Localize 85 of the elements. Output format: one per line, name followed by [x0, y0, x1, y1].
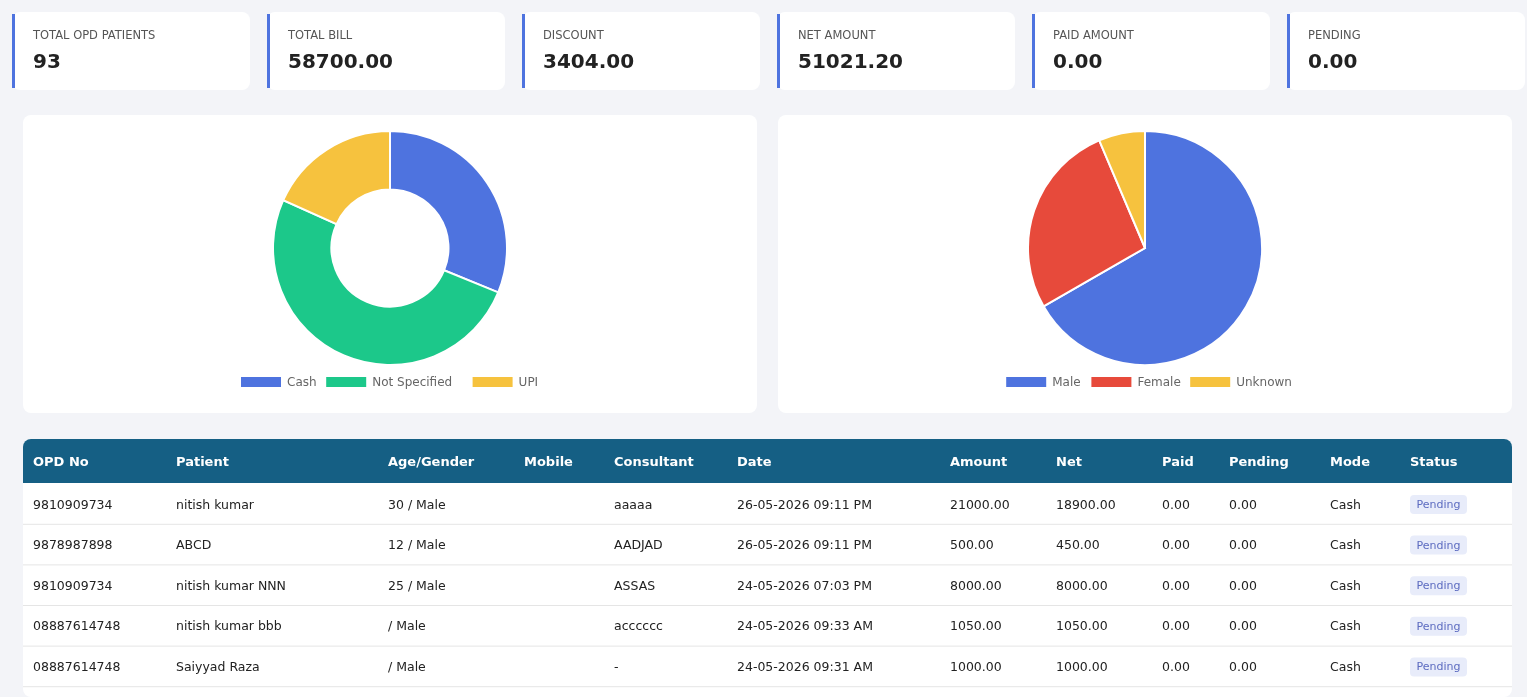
- legend-label: Male: [1052, 375, 1081, 389]
- category-label: Amount: [950, 454, 1008, 469]
- text: 0.00: [1162, 537, 1190, 553]
- legend-label: Not Specified: [372, 375, 453, 389]
- text: 3404.00: [543, 49, 635, 73]
- text: 1050.00: [1056, 618, 1108, 634]
- text: nitish kumar bbb: [176, 618, 282, 634]
- category-label: Date: [737, 454, 772, 469]
- category-label: Patient: [176, 454, 229, 469]
- text: Saiyyad Raza: [176, 658, 260, 674]
- text: 0.00: [1308, 49, 1358, 73]
- text: Pending: [1416, 660, 1461, 674]
- text: 08887614748: [33, 658, 121, 674]
- text: 0.00: [1229, 537, 1257, 553]
- text: 24-05-2026 07:03 PM: [737, 577, 872, 593]
- text: Cash: [1330, 618, 1361, 634]
- text: Cash: [1330, 577, 1361, 593]
- text: Cash: [1330, 496, 1361, 512]
- text: Pending: [1416, 579, 1461, 593]
- text: 26-05-2026 09:11 PM: [737, 496, 872, 512]
- text: 93: [33, 49, 61, 73]
- text: 500.00: [950, 537, 994, 553]
- text: Cash: [1330, 537, 1361, 553]
- category-label: NET AMOUNT: [798, 28, 877, 42]
- legend-label: Unknown: [1236, 375, 1292, 389]
- text: 24-05-2026 09:31 AM: [737, 658, 873, 674]
- text: ASSAS: [614, 577, 656, 593]
- text: / Male: [388, 658, 426, 674]
- text: Pending: [1416, 538, 1461, 552]
- category-label: Paid: [1162, 454, 1194, 469]
- legend-label: Cash: [287, 375, 317, 389]
- text: 0.00: [1229, 577, 1257, 593]
- text: 0.00: [1162, 658, 1190, 674]
- category-label: Net: [1056, 454, 1082, 469]
- text: nitish kumar NNN: [176, 577, 286, 593]
- text: 0.00: [1162, 618, 1190, 634]
- category-label: DISCOUNT: [543, 28, 605, 42]
- legend-label: UPI: [518, 375, 539, 389]
- text: aaaaa: [614, 496, 653, 512]
- text: 0.00: [1229, 658, 1257, 674]
- text: Pending: [1416, 498, 1461, 511]
- text: 1050.00: [950, 618, 1002, 634]
- text: Pending: [1416, 619, 1461, 633]
- text: 30 / Male: [388, 496, 446, 512]
- text: 12 / Male: [388, 537, 446, 553]
- text: ABCD: [176, 537, 212, 553]
- text: 9878987898: [33, 537, 113, 553]
- category-label: PAID AMOUNT: [1053, 28, 1135, 42]
- text: 0.00: [1229, 496, 1257, 512]
- text: 0.00: [1229, 618, 1257, 634]
- text: nitish kumar: [176, 496, 254, 512]
- text: 8000.00: [950, 577, 1002, 593]
- text: 8000.00: [1056, 577, 1108, 593]
- text: 1000.00: [950, 658, 1002, 674]
- category-label: TOTAL BILL: [287, 28, 353, 42]
- text: 25 / Male: [388, 577, 446, 593]
- text: -: [614, 658, 619, 674]
- text: 9810909734: [33, 577, 113, 593]
- text: 24-05-2026 09:33 AM: [737, 618, 873, 634]
- text: 0.00: [1053, 49, 1103, 73]
- text: 58700.00: [288, 49, 394, 73]
- text: 1000.00: [1056, 658, 1108, 674]
- text: / Male: [388, 618, 426, 634]
- category-label: TOTAL OPD PATIENTS: [32, 28, 156, 42]
- text: 21000.00: [950, 496, 1010, 512]
- text: 18900.00: [1056, 496, 1116, 512]
- text: Cash: [1330, 658, 1361, 674]
- text: 08887614748: [33, 618, 121, 634]
- category-label: Mobile: [524, 454, 574, 469]
- text: acccccc: [614, 618, 663, 634]
- text: 9810909734: [33, 496, 113, 512]
- category-label: PENDING: [1308, 28, 1361, 42]
- category-label: Age/Gender: [388, 454, 475, 469]
- text: 0.00: [1162, 577, 1190, 593]
- text: 26-05-2026 09:11 PM: [737, 537, 872, 553]
- text: 450.00: [1056, 537, 1100, 553]
- category-label: OPD No: [33, 454, 89, 469]
- text: 51021.20: [798, 49, 904, 73]
- text: AADJAD: [614, 537, 663, 553]
- category-label: Consultant: [614, 454, 694, 469]
- category-label: Mode: [1330, 454, 1371, 469]
- legend-label: Female: [1137, 375, 1181, 389]
- category-label: Status: [1410, 454, 1458, 469]
- category-label: Pending: [1229, 454, 1289, 469]
- text: 0.00: [1162, 496, 1190, 512]
